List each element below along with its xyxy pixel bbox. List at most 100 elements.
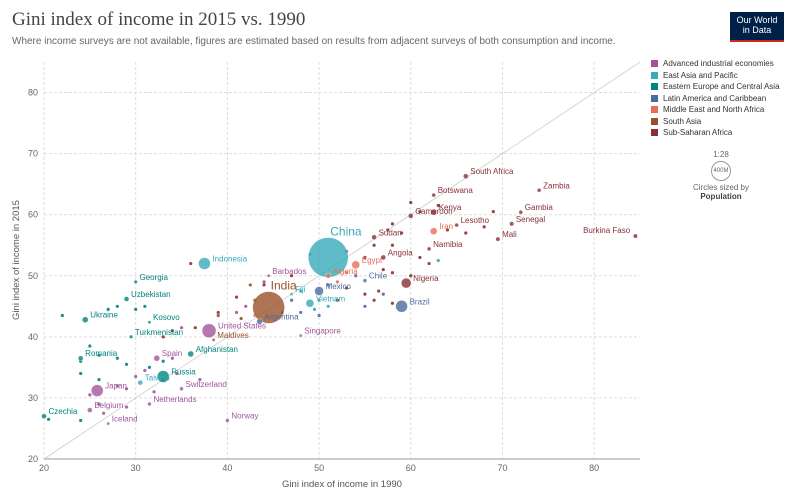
- data-point[interactable]: [390, 222, 395, 226]
- data-point[interactable]: [137, 379, 143, 386]
- data-point[interactable]: [427, 261, 431, 266]
- legend-item[interactable]: Latin America and Caribbean: [651, 93, 780, 105]
- data-point[interactable]: [115, 304, 119, 308]
- data-point[interactable]: [436, 203, 440, 208]
- data-point[interactable]: [123, 296, 130, 302]
- data-point[interactable]: [46, 417, 51, 421]
- data-point[interactable]: [211, 338, 216, 342]
- data-point[interactable]: [409, 200, 413, 205]
- data-point[interactable]: [400, 231, 404, 235]
- legend-item[interactable]: Middle East and North Africa: [651, 104, 780, 116]
- data-point[interactable]: [175, 371, 179, 376]
- data-point[interactable]: [115, 356, 119, 360]
- data-point[interactable]: [298, 333, 303, 338]
- data-point[interactable]: [97, 402, 101, 406]
- data-point[interactable]: [371, 234, 377, 240]
- data-point[interactable]: [124, 387, 129, 391]
- data-point[interactable]: [445, 228, 450, 232]
- data-point[interactable]: [60, 313, 64, 318]
- data-point[interactable]: [266, 273, 271, 278]
- data-point[interactable]: [88, 344, 92, 348]
- data-point[interactable]: [115, 384, 119, 388]
- data-point[interactable]: [325, 273, 331, 279]
- data-point[interactable]: [305, 299, 315, 308]
- data-point[interactable]: [244, 304, 248, 308]
- data-point[interactable]: [147, 320, 152, 324]
- data-point[interactable]: [170, 356, 174, 360]
- data-point[interactable]: [216, 313, 220, 318]
- data-point[interactable]: [97, 378, 101, 382]
- data-point[interactable]: [124, 405, 129, 409]
- data-point[interactable]: [363, 304, 367, 308]
- data-point[interactable]: [381, 292, 385, 296]
- data-point[interactable]: [454, 222, 459, 228]
- data-point[interactable]: [431, 192, 436, 198]
- data-point[interactable]: [256, 318, 263, 325]
- data-point[interactable]: [344, 286, 349, 290]
- data-point[interactable]: [362, 278, 368, 283]
- data-point[interactable]: [335, 298, 340, 302]
- data-point[interactable]: [289, 292, 294, 296]
- data-point[interactable]: [386, 228, 390, 232]
- data-point[interactable]: [518, 210, 523, 215]
- data-point[interactable]: [363, 255, 367, 260]
- data-point[interactable]: [289, 298, 294, 302]
- data-point[interactable]: [216, 310, 220, 315]
- owid-logo[interactable]: Our World in Data: [730, 12, 784, 42]
- legend-item[interactable]: South Asia: [651, 116, 780, 128]
- data-point[interactable]: [536, 188, 542, 193]
- data-point[interactable]: [314, 286, 324, 296]
- data-point[interactable]: [326, 304, 330, 308]
- data-point[interactable]: [97, 353, 101, 357]
- data-point[interactable]: [436, 258, 440, 263]
- data-point[interactable]: [390, 243, 395, 247]
- data-point[interactable]: [509, 221, 515, 227]
- data-point[interactable]: [299, 289, 303, 293]
- data-point[interactable]: [156, 370, 170, 383]
- data-point[interactable]: [133, 279, 138, 284]
- legend-item[interactable]: Eastern Europe and Central Asia: [651, 81, 780, 93]
- data-point[interactable]: [344, 271, 349, 275]
- data-point[interactable]: [147, 365, 152, 369]
- data-point[interactable]: [262, 280, 266, 284]
- data-point[interactable]: [143, 304, 147, 308]
- data-point[interactable]: [326, 283, 330, 287]
- data-point[interactable]: [409, 274, 413, 278]
- data-point[interactable]: [153, 355, 160, 362]
- data-point[interactable]: [380, 254, 386, 261]
- data-point[interactable]: [429, 227, 438, 235]
- data-point[interactable]: [317, 313, 321, 318]
- data-point[interactable]: [77, 355, 84, 361]
- data-point[interactable]: [372, 298, 376, 302]
- data-point[interactable]: [363, 292, 367, 296]
- data-point[interactable]: [41, 413, 47, 419]
- data-point[interactable]: [198, 378, 202, 382]
- data-point[interactable]: [79, 418, 83, 423]
- legend-item[interactable]: Sub-Saharan Africa: [651, 127, 780, 139]
- data-point[interactable]: [491, 210, 495, 214]
- data-point[interactable]: [82, 316, 89, 323]
- data-point[interactable]: [299, 310, 303, 315]
- data-point[interactable]: [463, 173, 469, 179]
- data-point[interactable]: [161, 359, 165, 363]
- data-point[interactable]: [289, 274, 294, 278]
- data-point[interactable]: [88, 393, 92, 397]
- data-point[interactable]: [225, 418, 230, 423]
- data-point[interactable]: [79, 371, 83, 376]
- data-point[interactable]: [161, 335, 165, 339]
- data-point[interactable]: [170, 329, 174, 333]
- data-point[interactable]: [239, 316, 243, 321]
- data-point[interactable]: [317, 298, 321, 302]
- data-point[interactable]: [106, 307, 110, 311]
- data-point[interactable]: [134, 374, 138, 379]
- data-point[interactable]: [482, 225, 486, 229]
- data-point[interactable]: [372, 243, 376, 247]
- data-point[interactable]: [408, 213, 414, 219]
- legend-item[interactable]: East Asia and Pacific: [651, 70, 780, 82]
- data-point[interactable]: [179, 326, 184, 330]
- data-point[interactable]: [418, 255, 422, 260]
- data-point[interactable]: [90, 384, 104, 397]
- data-point[interactable]: [377, 289, 381, 293]
- data-point[interactable]: [152, 390, 156, 394]
- legend-item[interactable]: Advanced industrial economies: [651, 58, 780, 70]
